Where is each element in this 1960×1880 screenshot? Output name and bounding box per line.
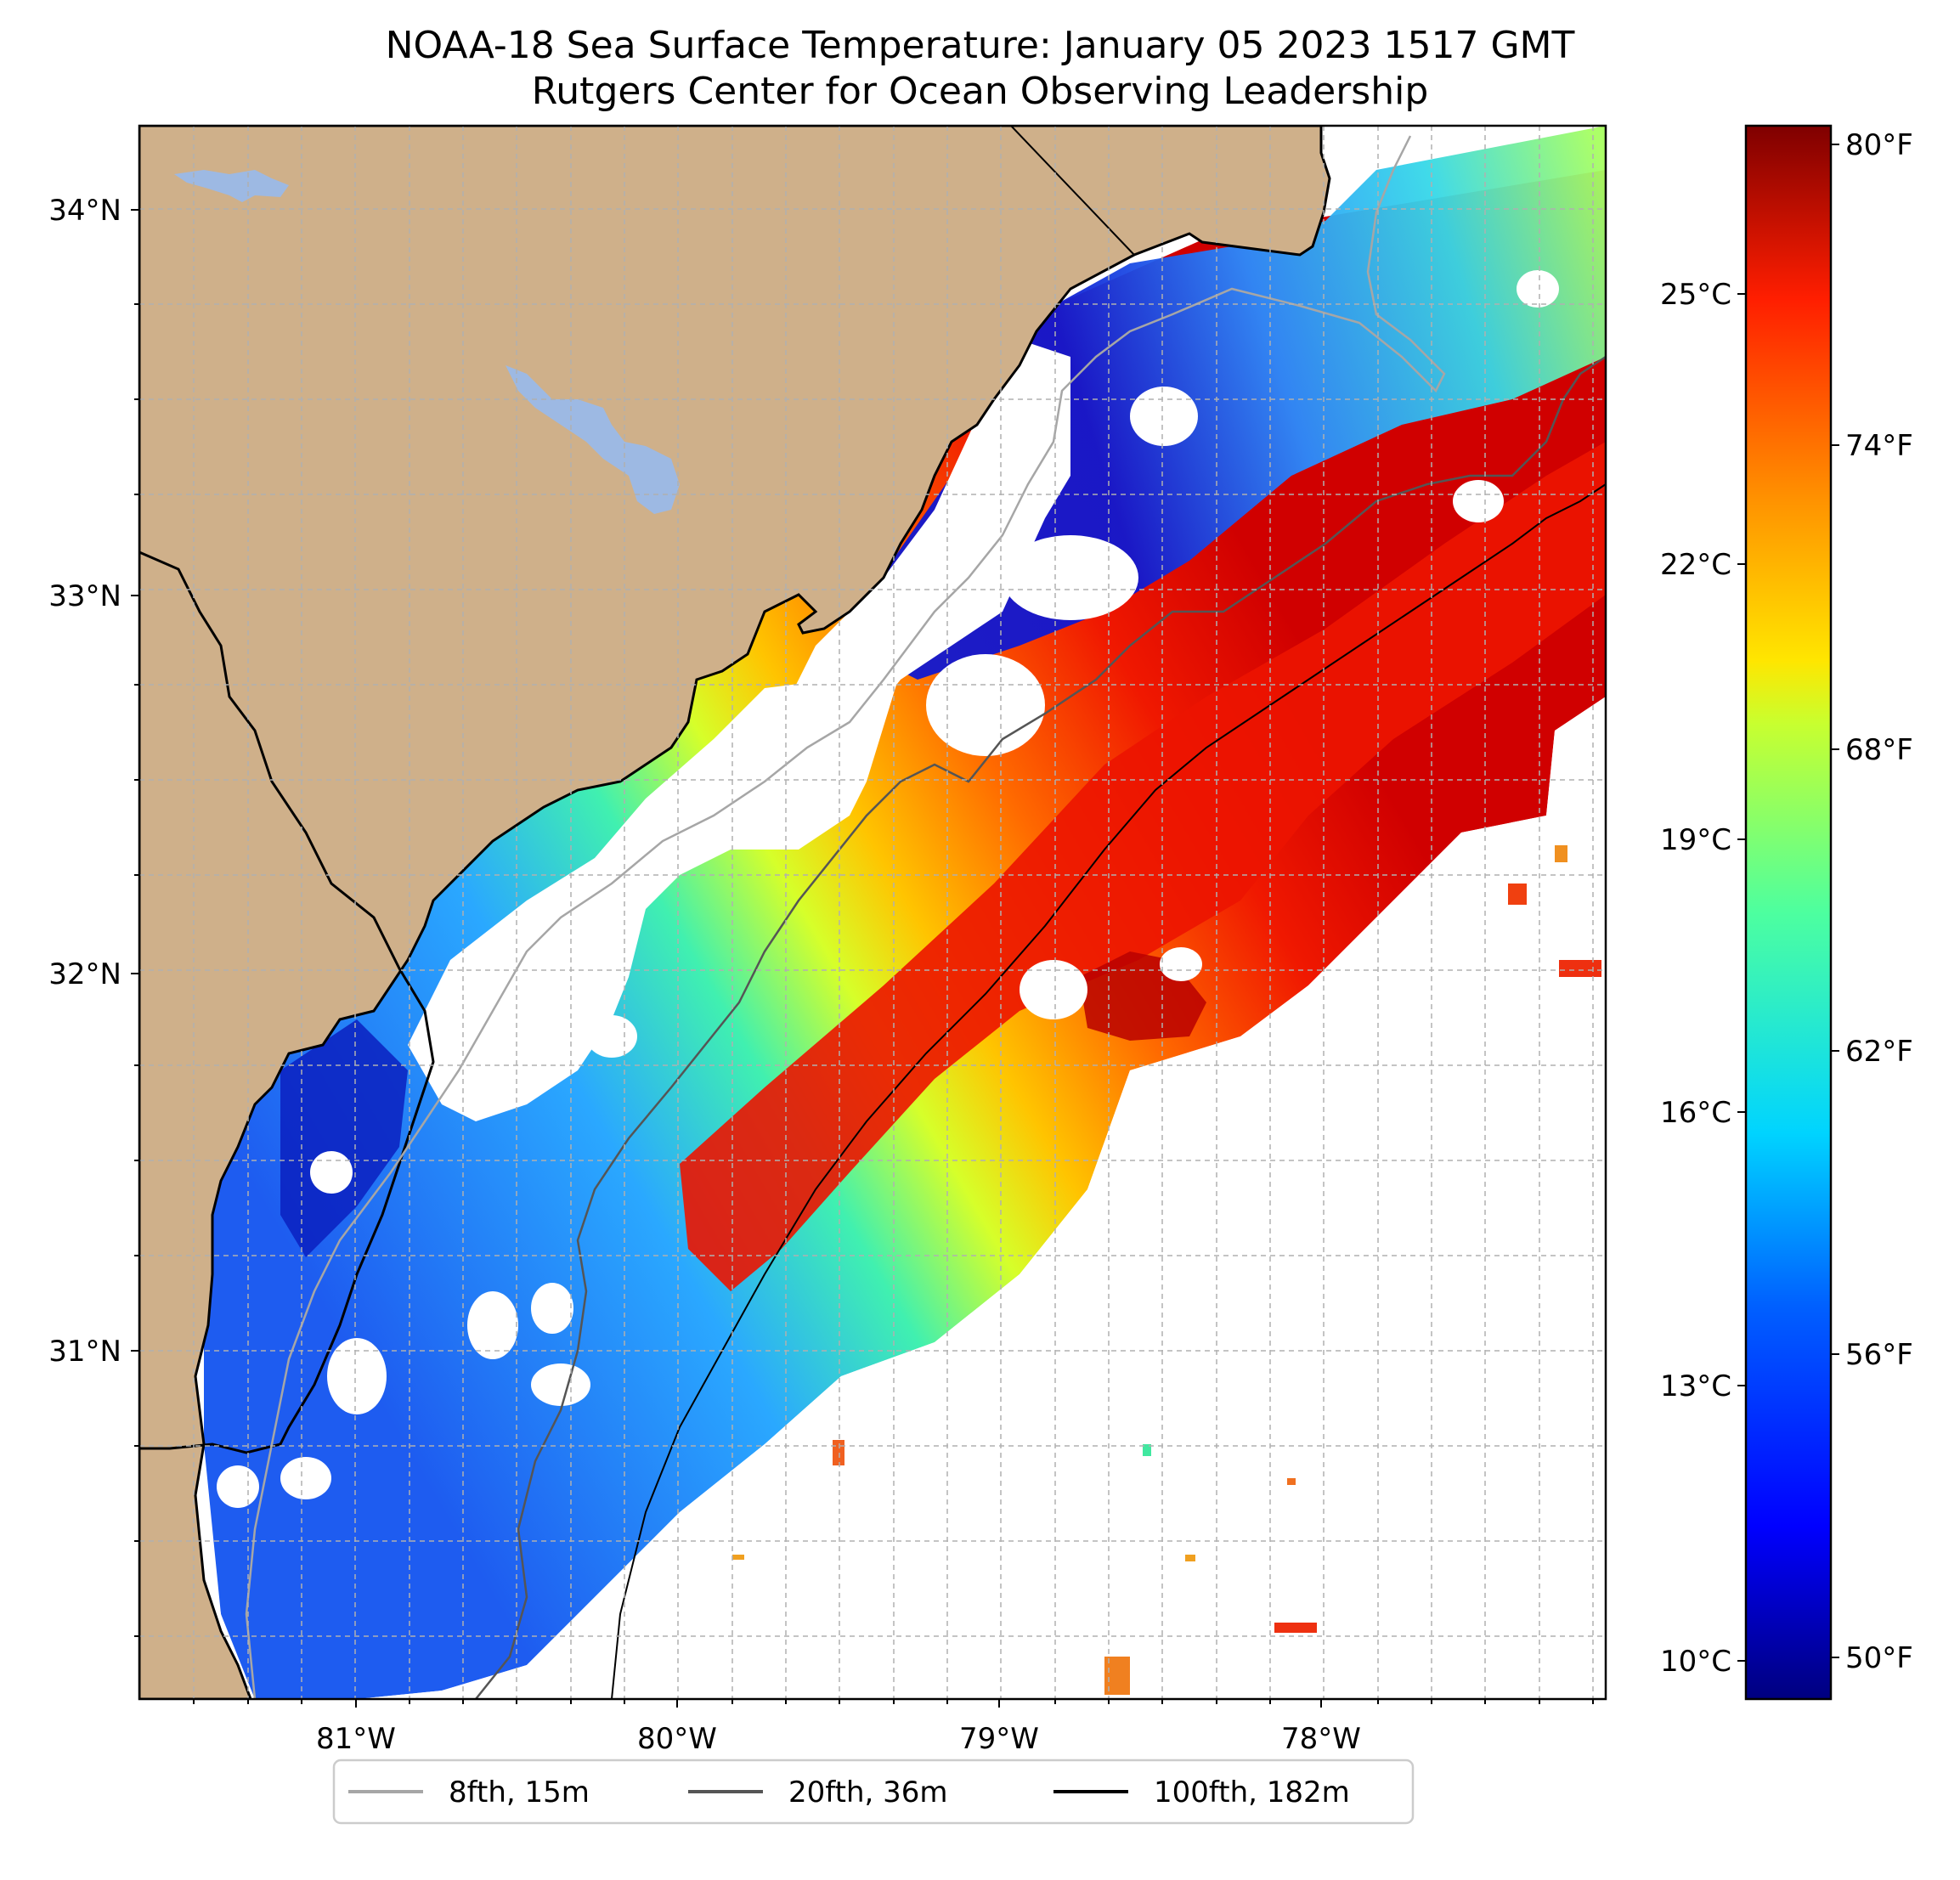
- legend-label-100fth: 100fth, 182m: [1154, 1776, 1350, 1809]
- cloud-mask: [139, 270, 1606, 1699]
- colorbar-celsius-label: 13°C: [1660, 1369, 1731, 1403]
- y-tick-label: 34°N: [48, 194, 121, 228]
- state-border-nc-sc: [1010, 126, 1135, 256]
- colorbar-celsius-label: 19°C: [1660, 823, 1731, 857]
- sst-gulf-stream-core: [680, 442, 1606, 1291]
- colorbar-fahrenheit-label: 80°F: [1845, 128, 1913, 162]
- colorbar-fahrenheit-label: 50°F: [1845, 1641, 1913, 1675]
- chart-title: NOAA-18 Sea Surface Temperature: January…: [385, 24, 1575, 67]
- contour-100fth: [611, 483, 1606, 1699]
- x-tick-label: 80°W: [637, 1722, 717, 1756]
- colorbar-gradient: [1744, 124, 1833, 1701]
- contour-20fth: [475, 355, 1606, 1699]
- legend: 8fth, 15m 20fth, 36m 100fth, 182m: [332, 1759, 1415, 1825]
- colorbar-celsius-label: 22°C: [1660, 548, 1731, 582]
- y-tick-label: 32°N: [48, 957, 121, 991]
- colorbar-fahrenheit-label: 74°F: [1845, 429, 1913, 463]
- sst-south-coastal-cold: [280, 1019, 408, 1257]
- x-axis: [193, 1699, 1594, 1708]
- x-tick-label: 78°W: [1281, 1722, 1361, 1756]
- legend-box: [332, 1759, 1415, 1825]
- colorbar-fahrenheit-label: 62°F: [1845, 1035, 1913, 1069]
- chart-subtitle: Rutgers Center for Ocean Observing Leade…: [531, 70, 1429, 113]
- lake-murray-north: [174, 170, 289, 202]
- sst-specks: [732, 845, 1601, 1695]
- land-mass: [139, 126, 1331, 1699]
- contour-8fth: [245, 135, 1446, 1699]
- colorbar-celsius-label: 16°C: [1660, 1096, 1731, 1130]
- legend-label-20fth: 20fth, 36m: [788, 1776, 948, 1809]
- x-tick-label: 79°W: [959, 1722, 1039, 1756]
- colorbar-celsius-label: 25°C: [1660, 278, 1731, 312]
- colorbar-fahrenheit-label: 56°F: [1845, 1338, 1913, 1372]
- state-border-ga-sc: [139, 550, 435, 1454]
- colorbar-fahrenheit-label: 68°F: [1845, 733, 1913, 767]
- lake-marion: [506, 365, 680, 514]
- legend-label-8fth: 8fth, 15m: [449, 1776, 590, 1809]
- gridlines: [139, 126, 1606, 1699]
- colorbar-celsius-label: 10°C: [1660, 1645, 1731, 1679]
- y-tick-label: 31°N: [48, 1335, 121, 1369]
- y-tick-label: 33°N: [48, 579, 121, 613]
- y-axis: [131, 209, 139, 1637]
- map-frame: [138, 124, 1607, 1701]
- map-area: [139, 126, 1606, 1699]
- colorbar: 25°C 22°C 19°C 16°C 13°C 10°C 80°F 74°F …: [1660, 124, 1913, 1701]
- x-tick-label: 81°W: [316, 1722, 396, 1756]
